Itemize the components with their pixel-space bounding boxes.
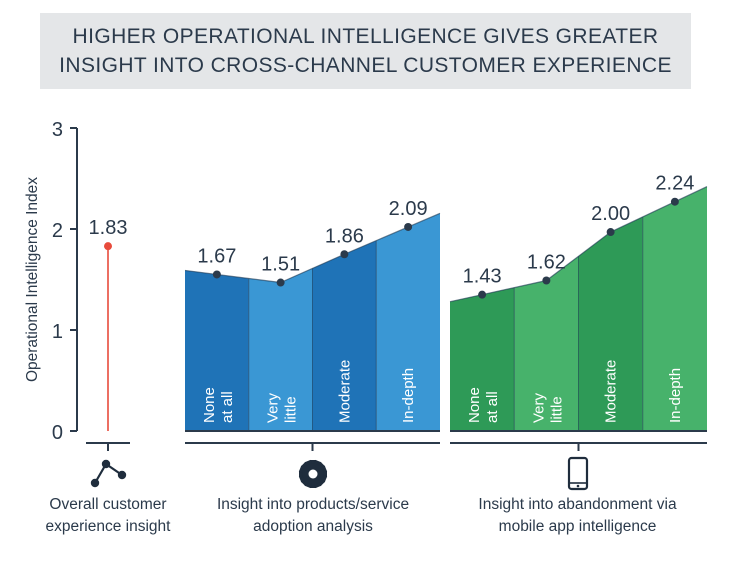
- group2-category-line-2-1: Very: [530, 392, 547, 423]
- group2-top-line: [449, 186, 708, 303]
- group1-category-line-1-1: None: [201, 387, 218, 423]
- group2-category-line-2-2: little: [548, 396, 565, 423]
- group1-category-line-1-2: at all: [219, 391, 236, 423]
- group1-segment-1: [185, 270, 249, 431]
- gear-icon: [298, 459, 328, 489]
- overall-point: [104, 242, 112, 251]
- smartphone-icon: [567, 456, 589, 491]
- group1-category-line-4-1: In-depth: [400, 368, 417, 423]
- group1-value-label-2: 1.51: [261, 254, 300, 276]
- group1-top-line: [184, 212, 441, 284]
- network-icon: [90, 459, 127, 488]
- group2-point-3: [606, 228, 615, 237]
- group2-category-line-1-1: None: [466, 387, 483, 423]
- group1-category-label-1: Noneat all: [201, 387, 236, 423]
- group1-point-3: [340, 250, 349, 259]
- y-axis-title: Operational Intelligence Index: [24, 177, 41, 382]
- overall-value-label: 1.83: [89, 217, 128, 239]
- group1-category-label-2: Verylittle: [265, 392, 300, 423]
- caption-overall-line-2: experience insight: [45, 518, 171, 535]
- y-tick-label-1: 1: [52, 321, 63, 343]
- group2-value-label-1: 1.43: [463, 266, 502, 288]
- caption-products-line-1: Insight into products/service: [216, 496, 410, 513]
- group2-category-line-1-2: at all: [484, 391, 501, 423]
- group2-value-label-2: 1.62: [527, 252, 566, 274]
- group2-segment-1: [450, 287, 515, 431]
- group2-point-4: [670, 197, 679, 206]
- group2-segment-3: [578, 216, 643, 431]
- group1-value-label-1: 1.67: [197, 245, 236, 267]
- group1-point-4: [404, 222, 413, 231]
- group2-point-2: [542, 276, 551, 285]
- caption-overall: Overall customer experience insight: [18, 494, 198, 538]
- group2-category-line-3-1: Moderate: [603, 360, 620, 423]
- y-tick-label-3: 3: [52, 119, 63, 141]
- group2-category-label-3: Moderate: [603, 360, 620, 423]
- group1-segment-3: [312, 240, 377, 431]
- caption-mobile-line-2: mobile app intelligence: [498, 518, 657, 535]
- group1-category-label-3: Moderate: [336, 360, 353, 423]
- group1-value-label-3: 1.86: [325, 225, 364, 247]
- chart-title-line-2: INSIGHT INTO CROSS-CHANNEL CUSTOMER EXPE…: [59, 54, 672, 77]
- group1-point-2: [276, 278, 285, 287]
- group1-segment-4: [376, 213, 440, 431]
- group2-category-label-1: Noneat all: [466, 387, 501, 423]
- group1-category-line-3-1: Moderate: [336, 360, 353, 423]
- caption-mobile: Insight into abandonment via mobile app …: [445, 494, 710, 538]
- group1-category-line-2-1: Very: [265, 392, 282, 423]
- group2-category-label-4: In-depth: [667, 368, 684, 423]
- chart-title-box: HIGHER OPERATIONAL INTELLIGENCE GIVES GR…: [40, 13, 691, 89]
- group2-category-line-4-1: In-depth: [667, 368, 684, 423]
- caption-mobile-line-1: Insight into abandonment via: [478, 496, 677, 513]
- caption-products-line-2: adoption analysis: [253, 518, 373, 535]
- group1-category-line-2-2: little: [283, 396, 300, 423]
- group1-category-label-4: In-depth: [400, 368, 417, 423]
- group2-value-label-4: 2.24: [655, 173, 694, 195]
- group1-point-1: [212, 270, 221, 279]
- group2-point-1: [478, 290, 487, 299]
- group1-value-label-4: 2.09: [389, 198, 428, 220]
- chart-title-line-1: HIGHER OPERATIONAL INTELLIGENCE GIVES GR…: [72, 25, 659, 48]
- y-tick-label-0: 0: [52, 422, 63, 444]
- caption-overall-line-1: Overall customer: [49, 496, 167, 513]
- group2-segment-4: [642, 186, 707, 431]
- group2-category-label-2: Verylittle: [530, 392, 565, 423]
- group2-value-label-3: 2.00: [591, 203, 630, 225]
- group1-segment-2: [248, 268, 313, 431]
- y-tick-label-2: 2: [52, 220, 63, 242]
- caption-products: Insight into products/service adoption a…: [178, 494, 448, 538]
- group2-segment-2: [514, 256, 579, 431]
